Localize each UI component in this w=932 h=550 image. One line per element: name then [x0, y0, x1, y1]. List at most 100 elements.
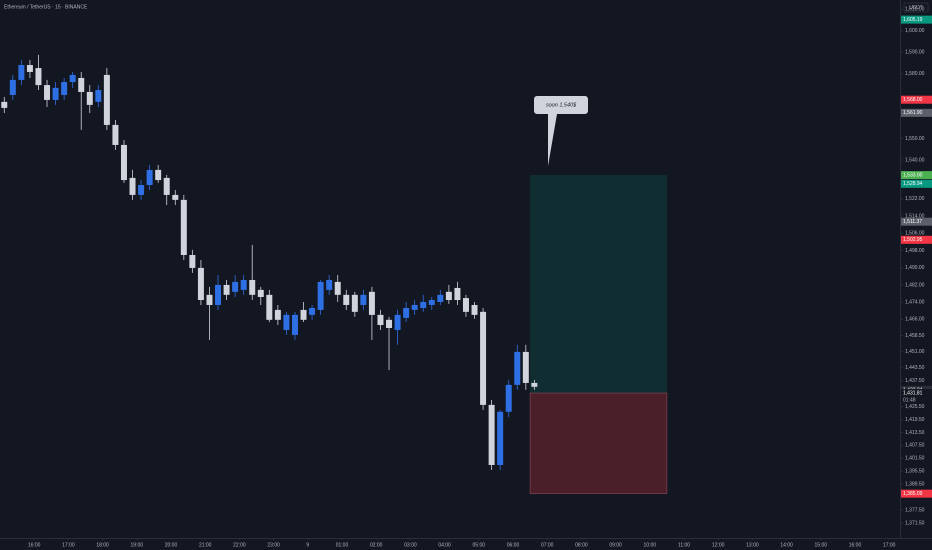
x-tick-label: 01:00: [336, 542, 349, 548]
x-tick-label: 02:00: [370, 542, 383, 548]
y-tick-label: 1,540.00: [905, 157, 925, 163]
x-tick-label: 07:00: [541, 542, 554, 548]
x-tick-label: 05:00: [473, 542, 486, 548]
y-tick-label: 1,514.00: [905, 213, 925, 219]
candle-body: [497, 411, 504, 465]
candle-body: [86, 91, 93, 105]
x-tick-label: 17:00: [62, 542, 75, 548]
candle-body: [471, 304, 478, 315]
annotation-callout: soon 1,540$: [534, 96, 588, 166]
price-tag-box: [901, 179, 932, 188]
candle-body: [172, 194, 179, 200]
price-tag: 1,605.19: [903, 17, 923, 23]
y-tick-label: 1,610.00: [905, 7, 925, 13]
x-tick-label: 22:00: [233, 542, 246, 548]
candle-body: [223, 284, 230, 295]
candle-body: [26, 65, 33, 72]
y-tick-label: 1,401.50: [905, 456, 925, 462]
candle-body: [112, 124, 119, 145]
y-tick-label: 1,437.50: [905, 378, 925, 384]
x-tick-label: 16:00: [849, 542, 862, 548]
x-tick-label: 14:00: [780, 542, 793, 548]
candle-body: [52, 87, 59, 100]
currency: USDT: [909, 5, 923, 11]
chart-title: Ethereum / TetherUS · 15 · BINANCE: [4, 4, 88, 10]
position-profit-zone: [530, 175, 667, 394]
x-tick-label: 11:00: [678, 542, 690, 548]
candle-body: [189, 255, 196, 268]
x-tick-label: 23:00: [267, 542, 280, 548]
candle-body: [180, 199, 187, 256]
candle-body: [120, 144, 127, 181]
candle-body: [95, 90, 102, 102]
y-tick-label: 1,600.00: [905, 28, 925, 34]
y-tick-label: 1,419.50: [905, 417, 925, 423]
x-tick-label: 09:00: [609, 542, 622, 548]
y-tick-label: 1,395.50: [905, 469, 925, 475]
y-tick-label: 1,482.00: [905, 282, 925, 288]
candle-body: [368, 291, 375, 315]
candle-body: [505, 384, 512, 412]
x-tick-label: 19:00: [131, 542, 144, 548]
x-tick-label: 9: [306, 542, 309, 548]
x-tick-label: 08:00: [575, 542, 588, 548]
candle-body: [61, 82, 68, 95]
candle-body: [462, 298, 469, 312]
x-tick-label: 12:00: [712, 542, 725, 548]
candle-body: [334, 281, 341, 295]
candle-body: [394, 314, 401, 330]
candle-body: [454, 287, 461, 301]
x-tick-label: 03:00: [404, 542, 417, 548]
candle-body: [266, 294, 273, 320]
y-tick-label: 1,474.00: [905, 299, 925, 305]
price-tag: 1,502.95: [903, 237, 923, 243]
candle-body: [103, 74, 110, 125]
price-tag: 1,568.00: [903, 97, 923, 103]
price-tag-box: [901, 235, 932, 244]
y-tick-label: 1,466.00: [905, 317, 925, 323]
candle-body: [445, 291, 452, 301]
candle-body: [403, 307, 410, 318]
candle-body: [514, 351, 521, 385]
x-tick-label: 18:00: [96, 542, 109, 548]
y-tick-label: 1,407.50: [905, 443, 925, 449]
candle-body: [326, 279, 333, 290]
candle-body: [232, 281, 239, 292]
candle-body: [163, 177, 170, 195]
candle-body: [300, 309, 307, 320]
position-loss-zone: [529, 392, 668, 494]
entry-tag: 1,431.81: [903, 390, 923, 396]
candle-body: [351, 294, 358, 312]
candle-body: [197, 267, 204, 301]
candle-body: [35, 68, 42, 86]
x-tick-label: 13:00: [746, 542, 759, 548]
candle-body: [488, 404, 495, 465]
x-tick-label: 06:00: [507, 542, 520, 548]
y-tick-label: 1,451.00: [905, 349, 925, 355]
y-tick-label: 1,377.50: [905, 507, 925, 513]
price-tag: 1,528.94: [903, 181, 923, 187]
y-tick-label: 1,590.00: [905, 50, 925, 56]
x-tick-label: 04:00: [438, 542, 451, 548]
stop-tag: 1,385.09: [903, 491, 923, 497]
y-tick-label: 1,389.50: [905, 481, 925, 487]
target-tag-box: [901, 171, 932, 180]
y-tick-label: 1,490.00: [905, 265, 925, 271]
price-tag: 1,511.37: [903, 219, 922, 225]
candle-body: [360, 294, 367, 305]
candle-body: [411, 304, 418, 310]
x-tick-label: 20:00: [165, 542, 178, 548]
candle-body: [146, 169, 153, 186]
y-tick-label: 1,413.50: [905, 430, 925, 436]
candle-body: [44, 85, 51, 100]
candle-body: [257, 289, 264, 297]
y-tick-label: 1,371.50: [905, 520, 925, 526]
candle-body: [420, 301, 427, 308]
callout-bubble: [534, 96, 588, 166]
candle-body: [206, 294, 213, 305]
candle-body: [274, 309, 281, 320]
candle-body: [283, 314, 290, 330]
candle-body: [343, 294, 350, 305]
candle-body: [428, 300, 435, 305]
